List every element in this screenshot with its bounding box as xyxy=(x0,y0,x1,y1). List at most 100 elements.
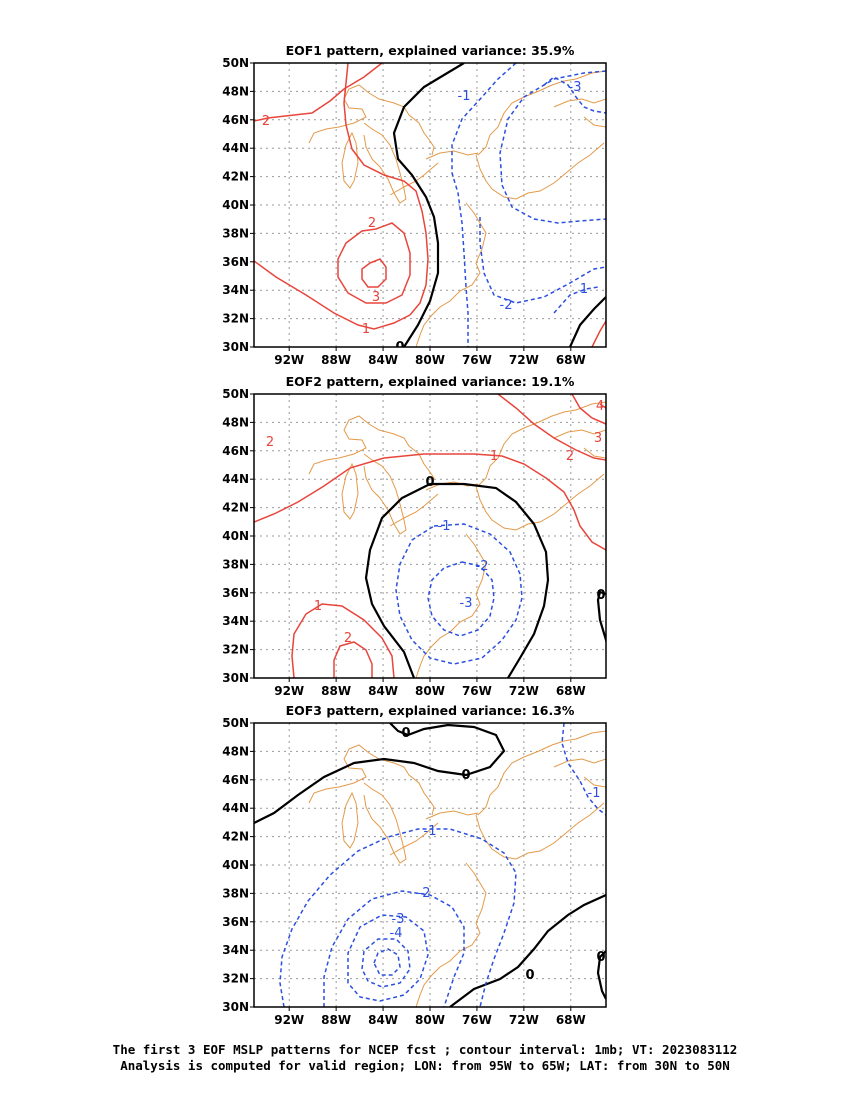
x-tick-label: 80W xyxy=(415,1013,445,1027)
x-tick-label: 80W xyxy=(415,684,445,698)
eof3-contour-labels: 0 0 -1 -1 -2 -3 -4 0 0 xyxy=(390,726,606,983)
y-tick-label: 50N xyxy=(222,387,249,401)
y-tick-label: 42N xyxy=(222,170,249,184)
y-tick-label: 48N xyxy=(222,415,249,429)
y-tick-label: 32N xyxy=(222,643,249,657)
contour-label: 2 xyxy=(266,435,274,450)
x-tick-label: 84W xyxy=(368,684,398,698)
eof1-y-ticks: 30N 32N 34N 36N 38N 40N 42N 44N 46N 48N 50N xyxy=(222,56,254,354)
y-tick-label: 34N xyxy=(222,283,249,297)
y-tick-label: 36N xyxy=(222,915,249,929)
x-tick-label: 80W xyxy=(415,353,445,367)
contour-label: -1 xyxy=(458,89,471,104)
contour-label: 0 xyxy=(596,950,605,965)
eof2-x-ticks: 92W 88W 84W 80W 76W 72W 68W xyxy=(274,678,586,698)
contour-label: -2 xyxy=(418,886,431,901)
x-tick-label: 84W xyxy=(368,1013,398,1027)
contour-label: 1 xyxy=(314,599,322,614)
y-tick-label: 42N xyxy=(222,830,249,844)
eof3-y-ticks: 30N 32N 34N 36N 38N 40N 42N 44N 46N 48N 50N xyxy=(222,716,254,1014)
x-tick-label: 92W xyxy=(274,353,304,367)
y-tick-label: 48N xyxy=(222,84,249,98)
eof3-field: 0 0 -1 -1 -2 -3 -4 0 0 xyxy=(254,723,606,1007)
y-tick-label: 32N xyxy=(222,312,249,326)
y-tick-label: 42N xyxy=(222,501,249,515)
eof1-title: EOF1 pattern, explained variance: 35.9% xyxy=(286,43,575,58)
contour-label: -3 xyxy=(392,912,405,927)
eof2-contours xyxy=(254,394,606,678)
x-tick-label: 92W xyxy=(274,1013,304,1027)
x-tick-label: 88W xyxy=(321,684,351,698)
x-tick-label: 68W xyxy=(556,1013,586,1027)
y-tick-label: 36N xyxy=(222,255,249,269)
eof3-contours xyxy=(254,723,606,1007)
y-tick-label: 34N xyxy=(222,943,249,957)
contour-label: 3 xyxy=(372,290,380,305)
eof2-contour-labels: 2 1 2 3 4 0 -1 -2 -3 1 2 0 xyxy=(266,399,606,646)
y-tick-label: 46N xyxy=(222,444,249,458)
figure-caption: The first 3 EOF MSLP patterns for NCEP f… xyxy=(0,1042,850,1074)
eof2-title: EOF2 pattern, explained variance: 19.1% xyxy=(286,374,575,389)
eof3-x-ticks: 92W 88W 84W 80W 76W 72W 68W xyxy=(274,1007,586,1027)
y-tick-label: 40N xyxy=(222,529,249,543)
eof2-grid xyxy=(254,394,606,678)
y-tick-label: 44N xyxy=(222,141,249,155)
x-tick-label: 68W xyxy=(556,353,586,367)
y-tick-label: 44N xyxy=(222,801,249,815)
contour-label: -1 xyxy=(438,519,451,534)
y-tick-label: 40N xyxy=(222,198,249,212)
contour-label: -2 xyxy=(500,298,513,313)
eof3-coastline xyxy=(308,730,606,1007)
eof2-y-ticks: 30N 32N 34N 36N 38N 40N 42N 44N 46N 48N 50N xyxy=(222,387,254,685)
caption-line-1: The first 3 EOF MSLP patterns for NCEP f… xyxy=(112,1042,738,1057)
y-tick-label: 30N xyxy=(222,1000,249,1014)
y-tick-label: 36N xyxy=(222,586,249,600)
y-tick-label: 34N xyxy=(222,614,249,628)
y-tick-label: 50N xyxy=(222,56,249,70)
eof1-field: 2 -1 -3 2 3 1 0 -2 1 xyxy=(254,63,606,355)
eof3-panel: EOF3 pattern, explained variance: 16.3% xyxy=(222,703,607,1027)
x-tick-label: 72W xyxy=(509,684,539,698)
contour-label: 2 xyxy=(262,114,270,129)
contour-label: 0 xyxy=(461,768,470,783)
contour-label: -1 xyxy=(588,786,601,801)
contour-label: 4 xyxy=(596,399,604,414)
eof2-panel: EOF2 pattern, explained variance: 19.1% xyxy=(222,374,607,698)
contour-label: -4 xyxy=(390,926,403,941)
contour-label: 2 xyxy=(566,449,574,464)
eof1-panel: EOF1 pattern, explained variance: 35.9% xyxy=(222,43,607,367)
caption-line-2: Analysis is computed for valid region; L… xyxy=(120,1058,730,1073)
x-tick-label: 76W xyxy=(462,684,492,698)
y-tick-label: 30N xyxy=(222,671,249,685)
x-tick-label: 88W xyxy=(321,1013,351,1027)
eof3-title: EOF3 pattern, explained variance: 16.3% xyxy=(286,703,575,718)
contour-label: -2 xyxy=(476,559,489,574)
contour-label: 1 xyxy=(490,449,498,464)
y-tick-label: 32N xyxy=(222,972,249,986)
eof3-grid xyxy=(254,723,606,1007)
y-tick-label: 38N xyxy=(222,886,249,900)
contour-label: 1 xyxy=(362,322,370,337)
contour-label: 0 xyxy=(395,340,404,355)
eof1-x-ticks: 92W 88W 84W 80W 76W 72W 68W xyxy=(274,347,586,367)
contour-label: 2 xyxy=(344,631,352,646)
eof1-contours xyxy=(254,63,606,347)
y-tick-label: 40N xyxy=(222,858,249,872)
contour-label: 0 xyxy=(525,968,534,983)
contour-label: 2 xyxy=(368,216,376,231)
contour-label: -3 xyxy=(569,80,582,95)
y-tick-label: 30N xyxy=(222,340,249,354)
eof2-field: 2 1 2 3 4 0 -1 -2 -3 1 2 0 xyxy=(254,394,606,678)
x-tick-label: 68W xyxy=(556,684,586,698)
x-tick-label: 72W xyxy=(509,1013,539,1027)
contour-label: 0 xyxy=(425,475,434,490)
contour-label: 0 xyxy=(596,588,605,603)
y-tick-label: 46N xyxy=(222,113,249,127)
contour-label: -3 xyxy=(460,596,473,611)
x-tick-label: 84W xyxy=(368,353,398,367)
y-tick-label: 48N xyxy=(222,744,249,758)
x-tick-label: 76W xyxy=(462,1013,492,1027)
y-tick-label: 50N xyxy=(222,716,249,730)
x-tick-label: 88W xyxy=(321,353,351,367)
